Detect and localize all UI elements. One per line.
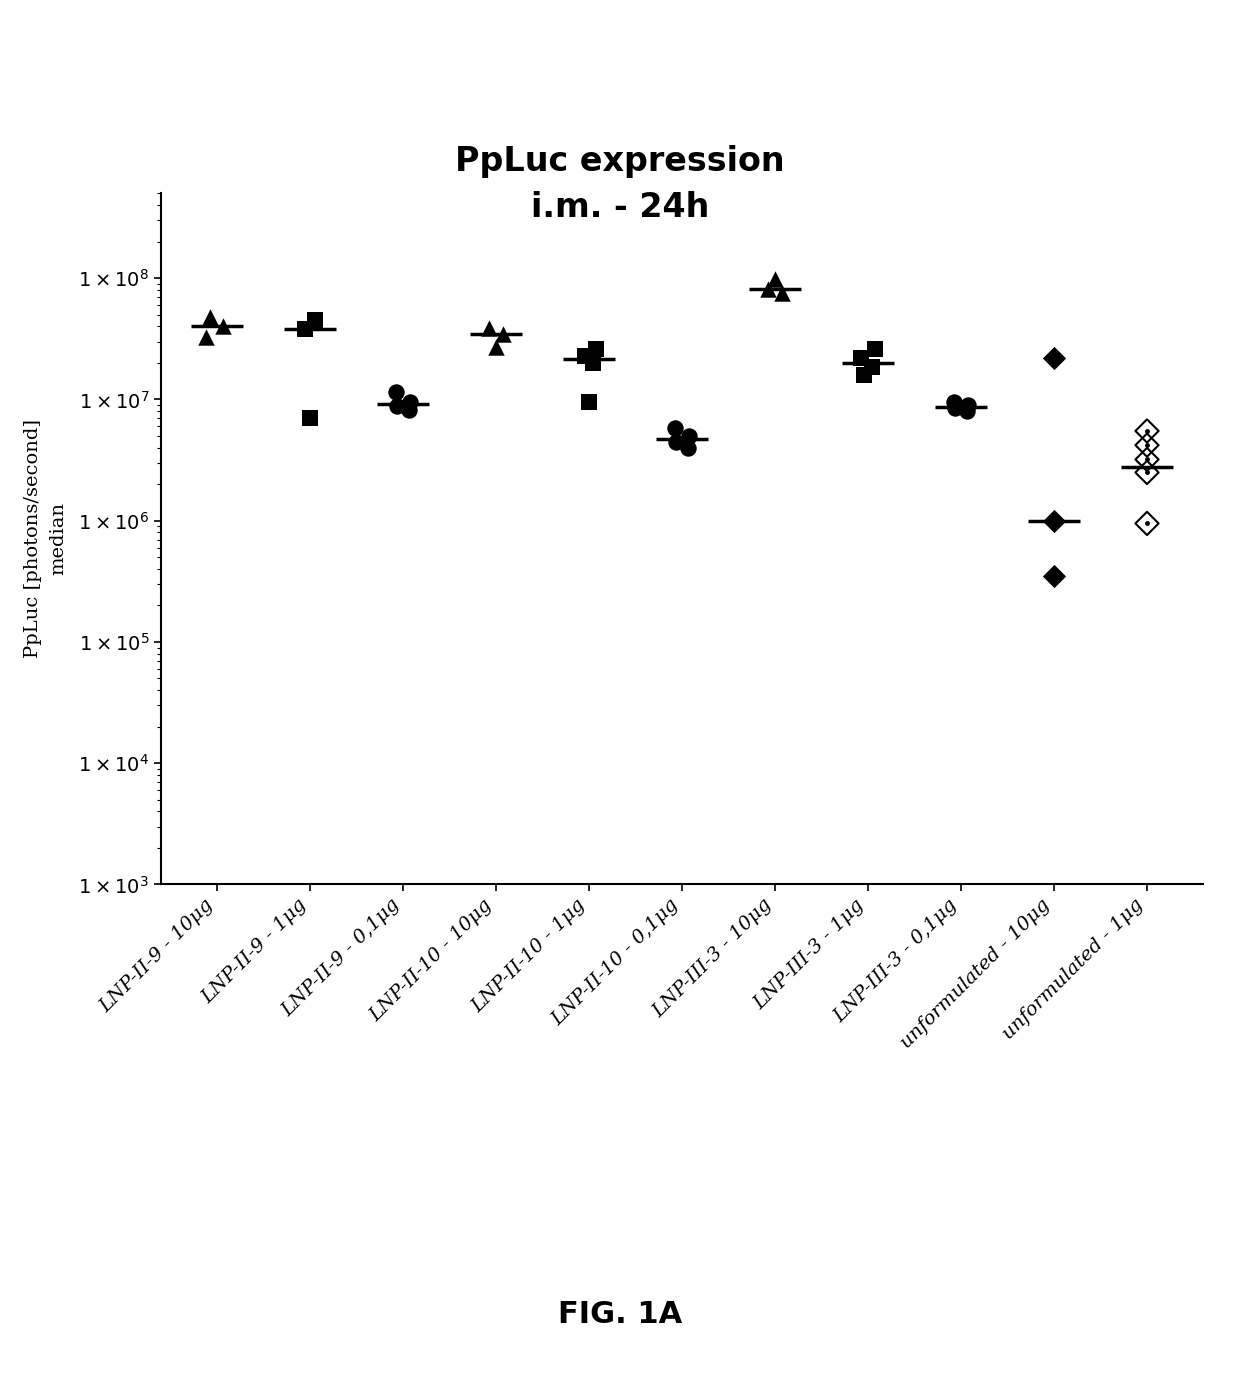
Point (665, 417, 684, 439)
Point (401, 391, 420, 413)
Text: PpLuc expression
i.m. - 24h: PpLuc expression i.m. - 24h (455, 145, 785, 224)
Point (1137, 513, 1157, 535)
Point (854, 363, 874, 386)
Point (862, 357, 882, 379)
Point (1137, 434, 1157, 456)
Point (1044, 510, 1064, 532)
Point (575, 344, 595, 366)
Point (765, 268, 785, 290)
Point (386, 381, 405, 404)
Point (305, 310, 325, 332)
Point (1137, 448, 1157, 470)
Point (200, 305, 219, 328)
Point (866, 339, 885, 361)
Point (946, 397, 966, 419)
Point (851, 347, 870, 369)
Point (1044, 565, 1064, 587)
Point (1044, 347, 1064, 369)
Point (583, 352, 603, 375)
Point (667, 430, 687, 452)
Point (587, 339, 606, 361)
Point (773, 282, 792, 304)
Point (677, 437, 697, 459)
Point (213, 315, 233, 337)
Point (1137, 448, 1157, 470)
Text: FIG. 1A: FIG. 1A (558, 1300, 682, 1329)
Point (486, 336, 506, 358)
Point (399, 399, 419, 422)
Point (1137, 420, 1157, 442)
Point (1137, 434, 1157, 456)
Point (479, 316, 498, 339)
Point (957, 401, 977, 423)
Point (387, 395, 407, 417)
Point (959, 394, 978, 416)
Point (680, 424, 699, 446)
Point (494, 322, 513, 344)
Point (579, 391, 599, 413)
Point (1137, 420, 1157, 442)
Point (300, 408, 320, 430)
Point (1137, 462, 1157, 484)
Point (196, 326, 216, 348)
Point (758, 278, 777, 300)
Point (944, 391, 963, 413)
Point (1137, 462, 1157, 484)
Y-axis label: PpLuc [photons/second]
median: PpLuc [photons/second] median (24, 420, 67, 658)
Point (295, 318, 315, 340)
Point (1137, 513, 1157, 535)
